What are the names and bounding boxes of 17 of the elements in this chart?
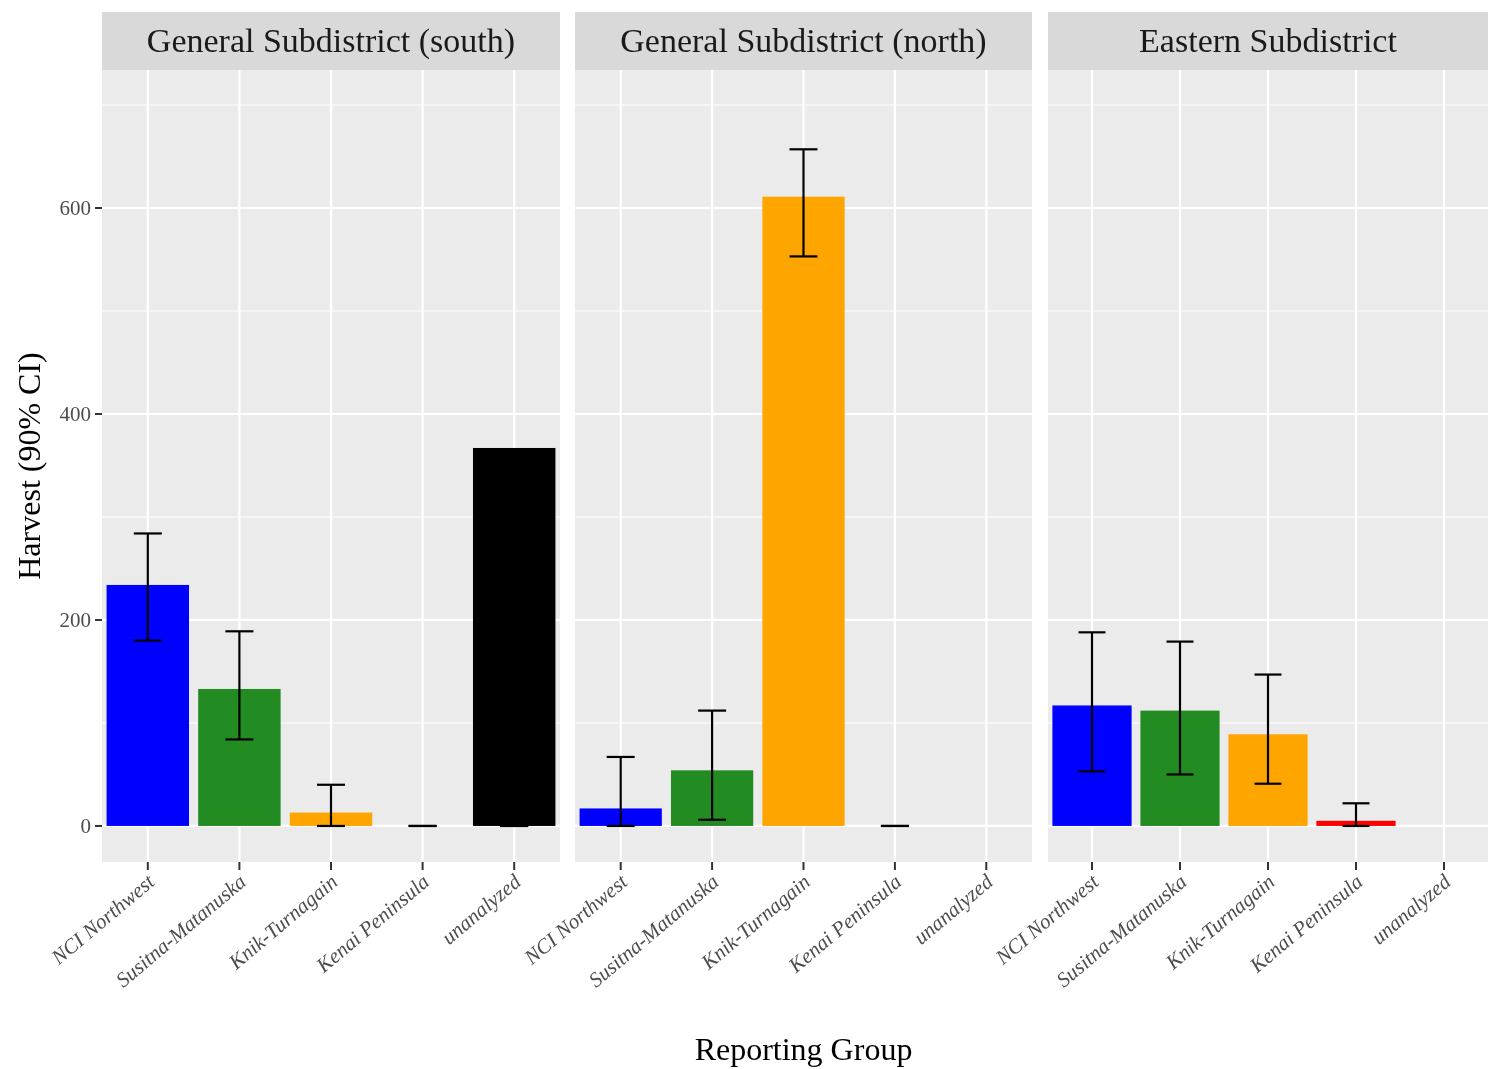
- bar: [472, 447, 556, 826]
- y-axis-title: Harvest (90% CI): [11, 352, 47, 580]
- x-axis-title: Reporting Group: [694, 1031, 913, 1067]
- y-tick-label: 0: [80, 813, 91, 838]
- y-tick-label: 200: [59, 607, 91, 632]
- chart-title: Eastern Subdistrict: [1139, 22, 1398, 59]
- bar: [1228, 734, 1308, 826]
- bar: [289, 812, 373, 826]
- y-tick-label: 600: [59, 196, 91, 221]
- chart-title: General Subdistrict (south): [146, 22, 516, 60]
- chart-title: General Subdistrict (north): [620, 22, 987, 60]
- bar: [198, 688, 281, 826]
- bar: [1052, 705, 1132, 826]
- bar: [1316, 820, 1396, 826]
- bar: [1140, 710, 1220, 826]
- bar: [106, 584, 190, 826]
- y-tick-label: 400: [59, 401, 91, 426]
